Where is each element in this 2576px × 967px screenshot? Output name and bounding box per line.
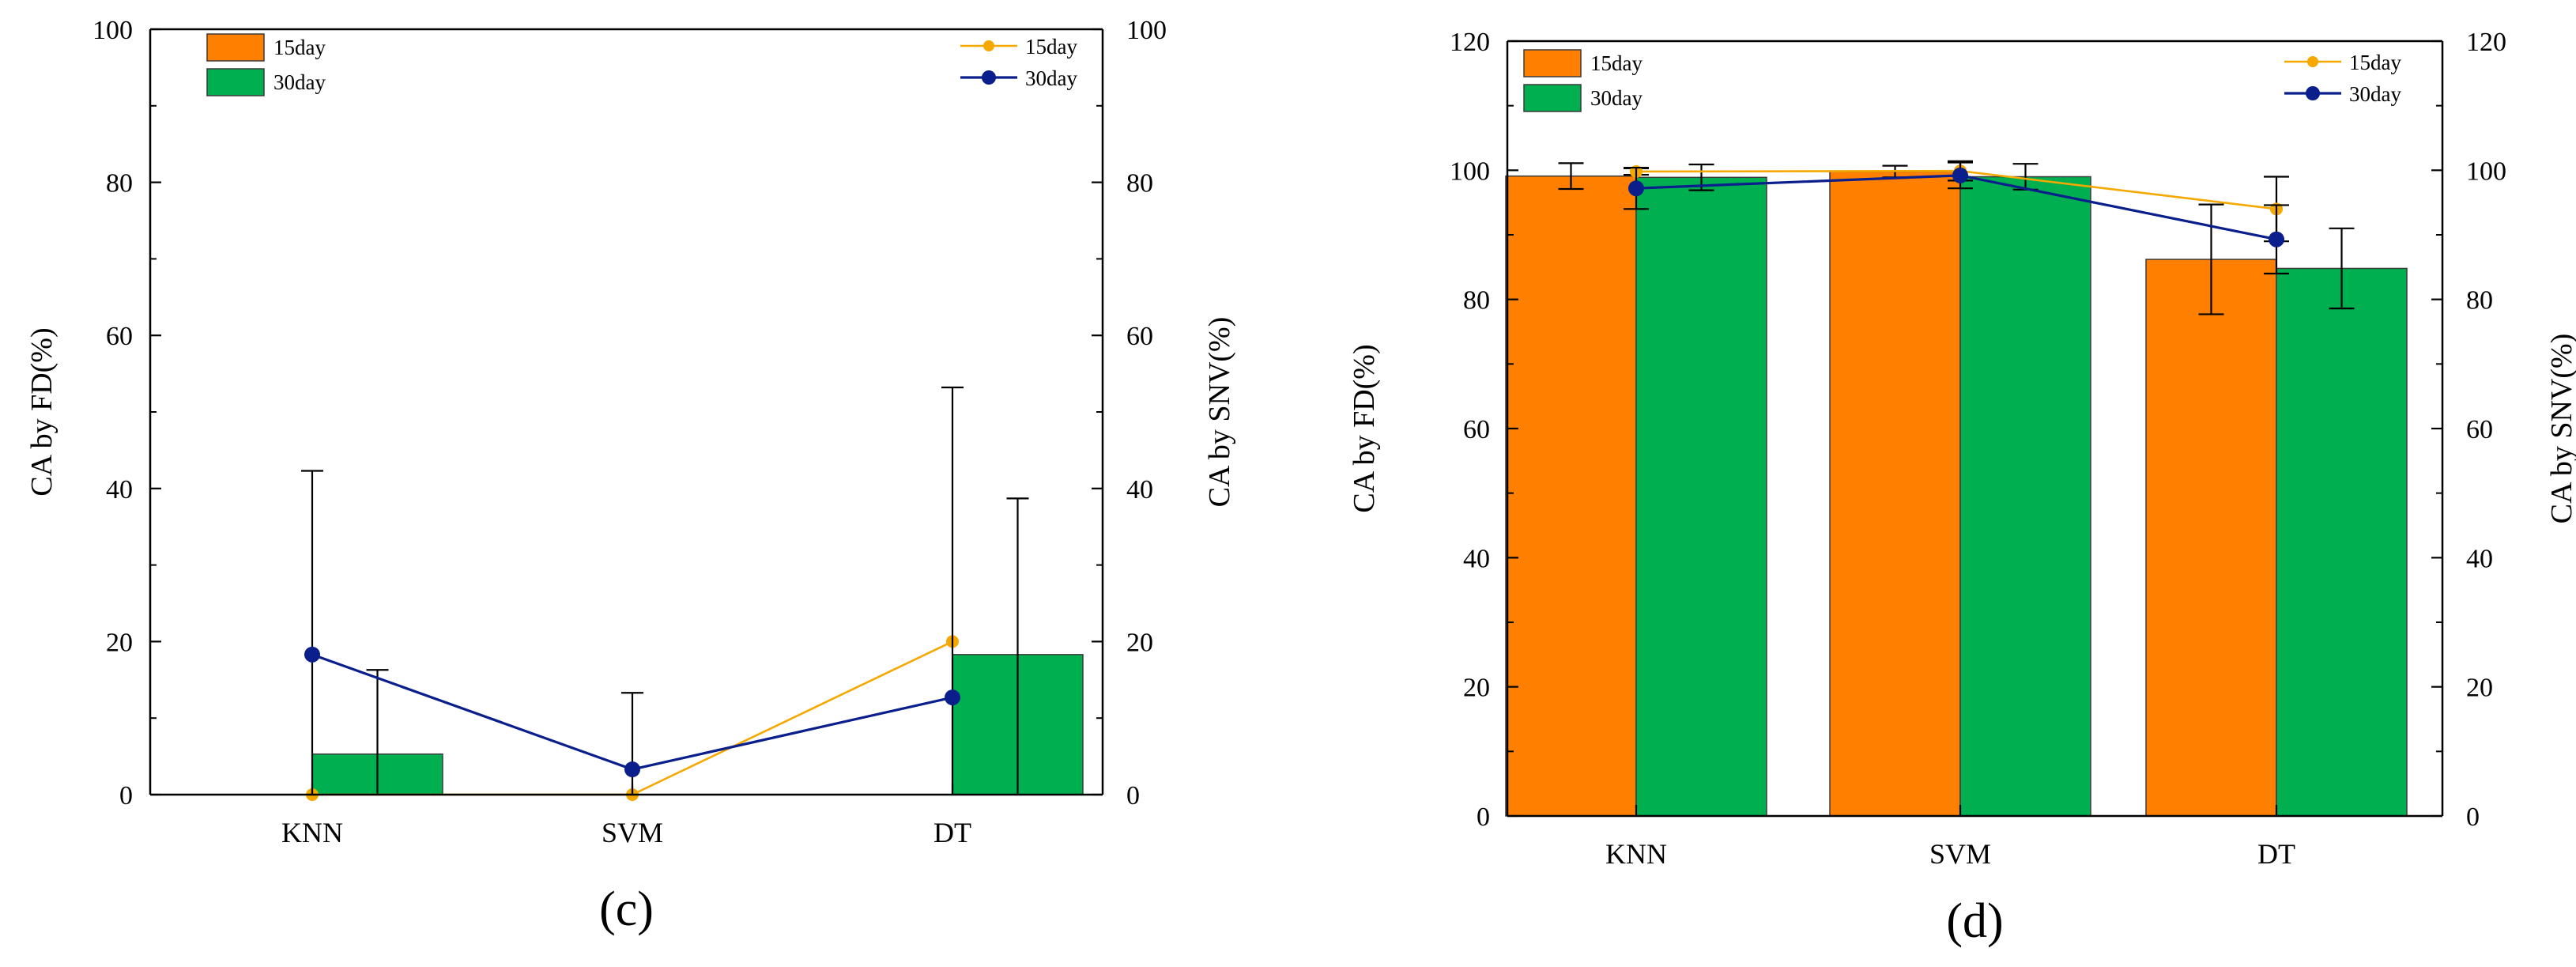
legend-line-label-15day: 15day (1025, 35, 1077, 59)
chart-panel-c: 0 20 40 60 80 100 0 20 40 60 80 100 KNN SVM DT CA by FD… (25, 16, 1236, 936)
y-tick-label-left: 100 (1450, 157, 1490, 186)
y-tick-label-left: 60 (1463, 415, 1490, 444)
x-tick-label-SVM: SVM (602, 817, 663, 848)
point-30day-KNN (304, 646, 320, 663)
bar-15day-KNN (1505, 175, 1637, 817)
y-tick-label-right: 40 (1126, 475, 1153, 504)
legend-line-label-30day: 30day (1025, 66, 1077, 90)
y-tick-label-right: 40 (2466, 544, 2493, 573)
panel-label: (d) (1946, 894, 2003, 948)
legend-bar-swatch-30day (206, 68, 265, 96)
y-tick-label-left: 20 (1463, 674, 1490, 703)
y-tick-label-right: 20 (2466, 674, 2493, 703)
legend-bar-swatch-15day (1523, 49, 1582, 77)
y-tick-label-right: 80 (1126, 169, 1153, 198)
bar-30day-KNN (1635, 176, 1767, 817)
y-tick-label-left: 60 (106, 322, 133, 351)
y-tick-label-left: 80 (1463, 286, 1490, 315)
legend-bar-swatch-15day (206, 33, 265, 62)
y-tick-label-left: 40 (1463, 544, 1490, 573)
legend-line-marker-30day (982, 70, 996, 85)
y-axis-label-right: CA by SNV(%) (1203, 317, 1236, 508)
legend-line-marker-15day (983, 40, 994, 51)
y-axis-label-left: CA by FD(%) (25, 327, 58, 496)
legend-line-marker-15day (2307, 56, 2318, 67)
y-tick-label-left: 40 (106, 475, 133, 504)
bar-15day-DT (2145, 259, 2277, 817)
legend-line-marker-30day (2306, 86, 2320, 100)
chart-panel-d: 0 20 40 60 80 100 120 0 20 40 60 80 100 120 KNN SVM DT CA… (1348, 28, 2576, 948)
x-tick-label-DT: DT (933, 817, 971, 848)
legend-line-label-30day: 30day (2349, 82, 2401, 106)
y-tick-label-right: 60 (2466, 415, 2493, 444)
y-tick-label-right: 100 (2466, 157, 2506, 186)
y-tick-label-left: 0 (119, 781, 133, 810)
point-30day-DT (945, 689, 960, 706)
legend-bar-label-30day: 30day (273, 70, 326, 94)
x-tick-label-DT: DT (2257, 838, 2295, 870)
y-tick-label-right: 80 (2466, 286, 2493, 315)
legend-bar-label-15day: 15day (273, 36, 326, 59)
bar-15day-SVM (1829, 171, 1961, 817)
point-30day-KNN (1628, 180, 1644, 197)
legend-bar-label-30day: 30day (1590, 86, 1643, 110)
legend-bar-label-15day: 15day (1590, 51, 1643, 75)
bar-30day-SVM (1959, 176, 2091, 817)
y-tick-label-right: 20 (1126, 628, 1153, 657)
y-tick-label-left: 120 (1450, 28, 1490, 57)
legend-bar-swatch-30day (1523, 84, 1582, 112)
y-tick-label-left: 0 (1477, 803, 1490, 832)
y-tick-label-right: 60 (1126, 322, 1153, 351)
y-tick-label-left: 20 (106, 628, 133, 657)
y-tick-label-right: 100 (1126, 16, 1167, 45)
y-tick-label-left: 80 (106, 169, 133, 198)
legend-line-label-15day: 15day (2349, 51, 2401, 74)
x-tick-label-SVM: SVM (1929, 838, 1991, 870)
y-axis-label-left: CA by FD(%) (1348, 344, 1381, 512)
panel-label: (c) (599, 882, 654, 936)
x-tick-label-KNN: KNN (281, 817, 343, 848)
bar-30day-DT (2276, 267, 2408, 817)
y-axis-label-right: CA by SNV(%) (2545, 334, 2576, 524)
y-tick-label-right: 0 (1126, 781, 1140, 810)
y-tick-label-right: 120 (2466, 28, 2506, 57)
point-30day-SVM (1952, 167, 1968, 183)
y-tick-label-right: 0 (2466, 803, 2480, 832)
point-30day-DT (2269, 231, 2284, 247)
x-tick-label-KNN: KNN (1605, 838, 1667, 870)
y-tick-label-left: 100 (92, 16, 133, 45)
point-30day-SVM (624, 761, 640, 778)
